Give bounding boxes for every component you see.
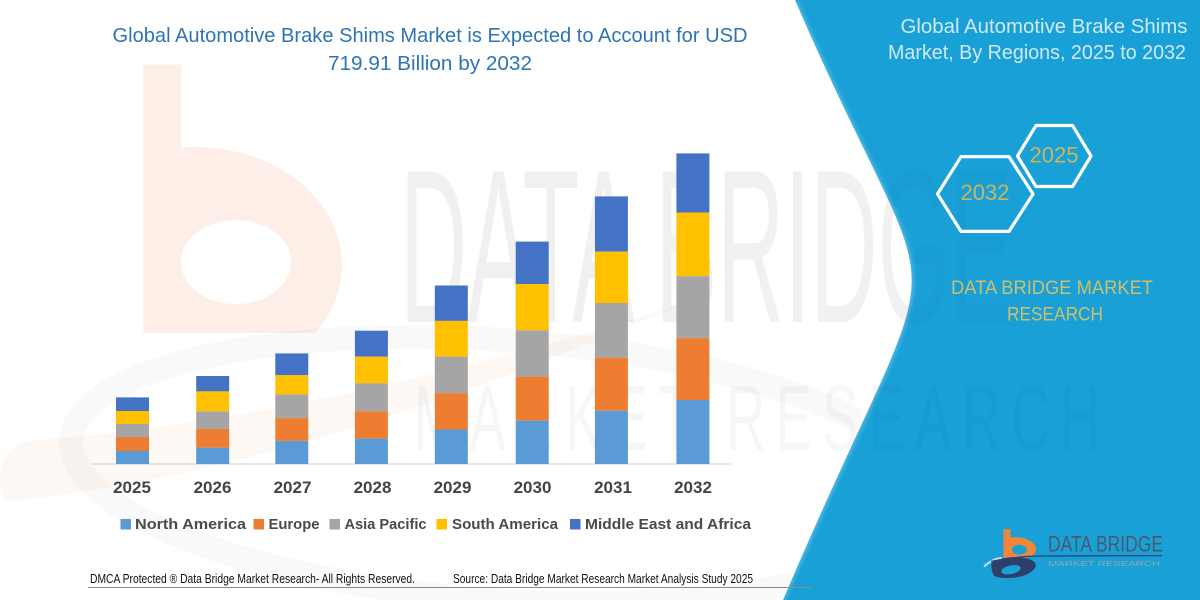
svg-text:2026: 2026 bbox=[194, 478, 232, 497]
svg-text:719.91 Billion by 2032: 719.91 Billion by 2032 bbox=[328, 53, 532, 75]
svg-text:Source: Data Bridge Market Res: Source: Data Bridge Market Research Mark… bbox=[453, 571, 753, 586]
svg-text:North America: North America bbox=[135, 516, 247, 533]
svg-text:MARKET RESEARCH: MARKET RESEARCH bbox=[1048, 561, 1160, 568]
svg-text:Europe: Europe bbox=[269, 516, 320, 533]
svg-text:2025: 2025 bbox=[113, 478, 151, 497]
svg-text:2030: 2030 bbox=[514, 478, 552, 497]
svg-text:DATA BRIDGE: DATA BRIDGE bbox=[400, 125, 1012, 369]
svg-text:RESEARCH: RESEARCH bbox=[1007, 304, 1103, 326]
svg-text:South America: South America bbox=[452, 516, 559, 533]
svg-text:2032: 2032 bbox=[961, 180, 1010, 205]
svg-text:2025: 2025 bbox=[1030, 143, 1079, 168]
svg-text:2027: 2027 bbox=[274, 478, 312, 497]
svg-text:DATA BRIDGE MARKET: DATA BRIDGE MARKET bbox=[951, 277, 1153, 299]
svg-text:Middle East and Africa: Middle East and Africa bbox=[585, 516, 752, 533]
svg-text:2031: 2031 bbox=[594, 478, 632, 497]
svg-text:2029: 2029 bbox=[434, 478, 472, 497]
svg-text:2032: 2032 bbox=[674, 478, 712, 497]
svg-text:2028: 2028 bbox=[354, 478, 392, 497]
svg-text:DMCA Protected ® Data Bridge M: DMCA Protected ® Data Bridge Market Rese… bbox=[90, 571, 415, 586]
svg-text:Asia Pacific: Asia Pacific bbox=[345, 516, 427, 533]
svg-text:Market, By Regions, 2025 to 20: Market, By Regions, 2025 to 2032 bbox=[888, 41, 1186, 64]
svg-text:Global Automotive Brake Shims: Global Automotive Brake Shims Market is … bbox=[113, 25, 748, 47]
svg-text:Global Automotive Brake Shims: Global Automotive Brake Shims bbox=[901, 15, 1188, 38]
svg-text:DATA BRIDGE: DATA BRIDGE bbox=[1048, 532, 1163, 557]
